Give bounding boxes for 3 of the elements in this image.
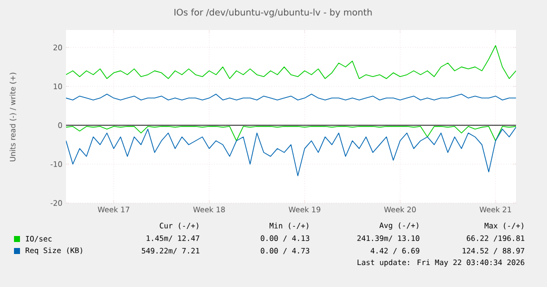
line-series [66,126,516,176]
chart-title: IOs for /dev/ubuntu-vg/ubuntu-lv - by month [174,8,372,18]
line-series [66,45,516,79]
